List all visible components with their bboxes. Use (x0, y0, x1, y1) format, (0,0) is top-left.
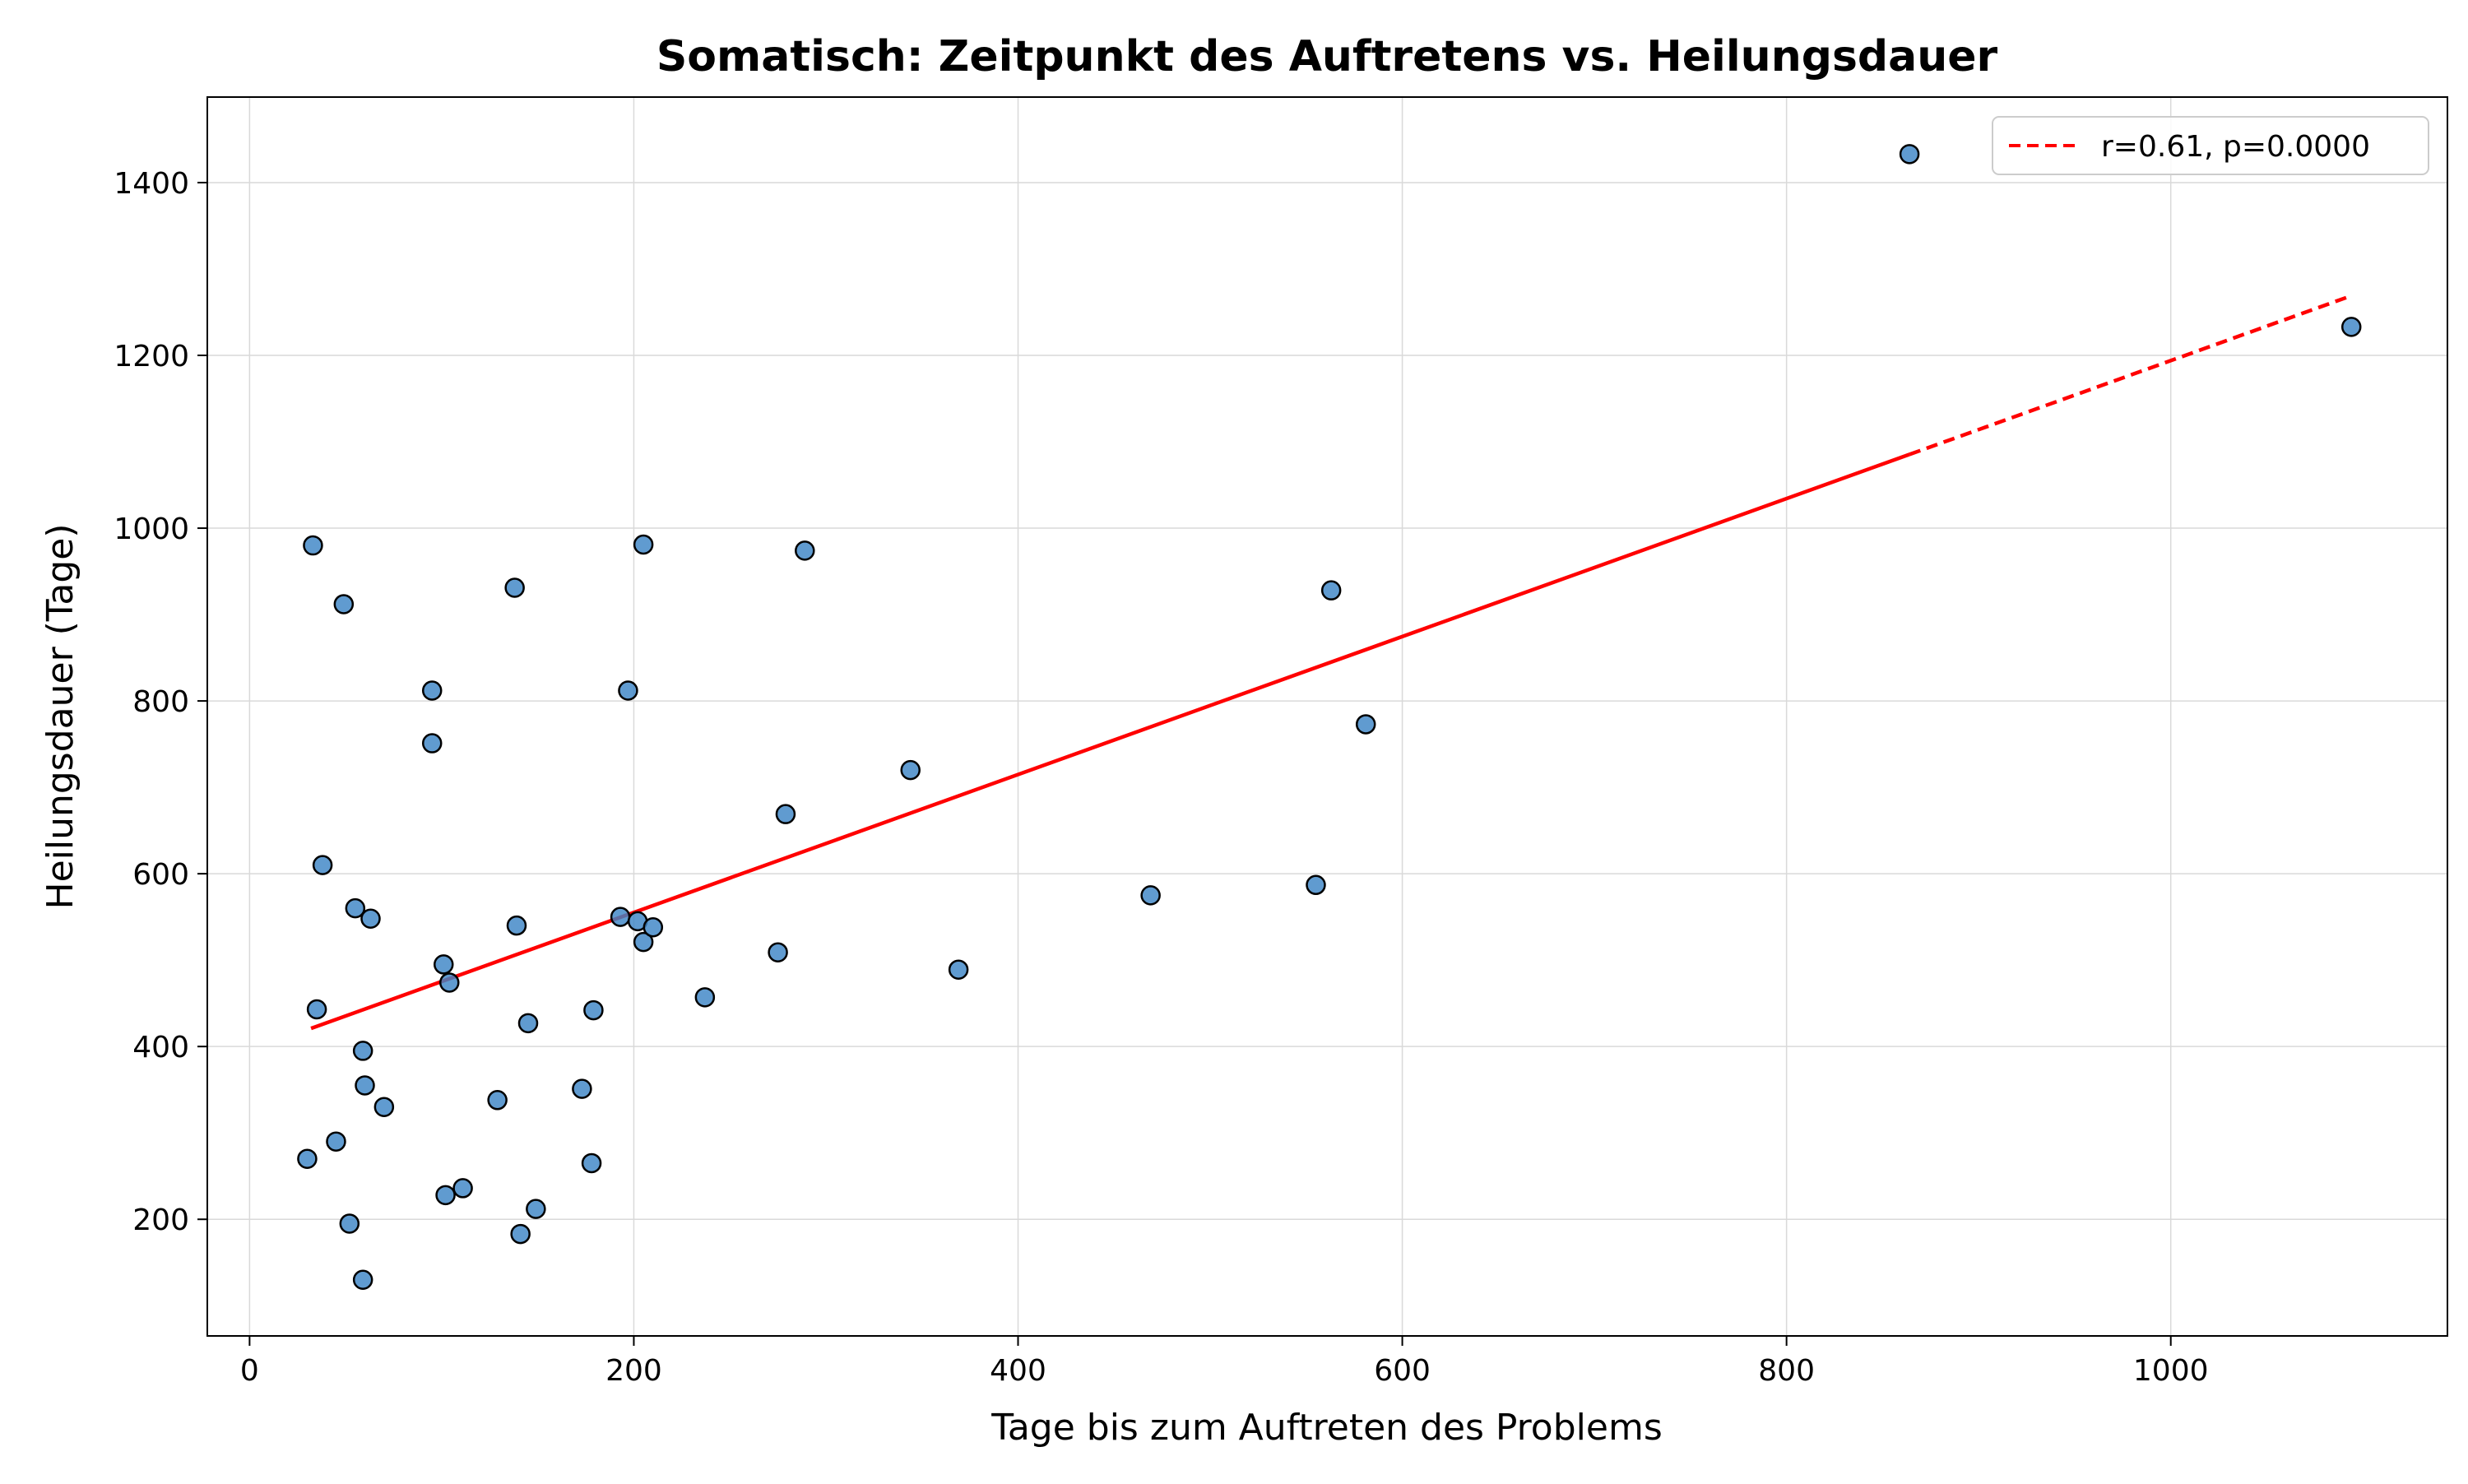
data-point (694, 987, 716, 1008)
data-point (768, 942, 788, 962)
data-point (633, 931, 654, 953)
data-point (306, 999, 327, 1020)
data-point (1899, 144, 1920, 165)
data-point (326, 1131, 346, 1152)
data-point (2340, 317, 2362, 337)
data-point (352, 1269, 373, 1290)
x-tick-label: 200 (605, 1354, 662, 1388)
data-point (312, 855, 333, 875)
data-point (795, 540, 815, 561)
data-point (1320, 580, 1342, 601)
x-tick-label: 800 (1758, 1354, 1815, 1388)
x-axis-label: Tage bis zum Auftreten des Problems (990, 1407, 1663, 1449)
data-point (775, 804, 796, 824)
x-tick-label: 0 (240, 1354, 259, 1388)
legend: r=0.61, p=0.0000 (1992, 116, 2429, 175)
data-point (339, 1213, 360, 1234)
data-point (506, 915, 527, 936)
data-point (297, 1148, 318, 1169)
axis-ticks: 0 200 400 600 800 1000 200 400 600 800 1000 1200 140… (114, 167, 2208, 1388)
data-point (510, 1223, 531, 1245)
data-point (452, 1178, 473, 1199)
fit-line-group (310, 294, 2352, 1031)
legend-entry-label: r=0.61, p=0.0000 (2101, 130, 2370, 164)
data-point (633, 534, 654, 555)
legend-box (1992, 116, 2429, 175)
data-point (303, 535, 323, 556)
grid (207, 97, 2447, 1336)
regression-line-solid (310, 452, 1910, 1031)
x-tick-label: 1000 (2133, 1354, 2209, 1388)
data-point (487, 1090, 508, 1111)
data-point (421, 733, 443, 754)
data-point (1140, 885, 1161, 906)
x-tick-label: 400 (990, 1354, 1046, 1388)
data-point (581, 1152, 602, 1174)
data-point (517, 1013, 539, 1034)
data-point (643, 917, 664, 938)
data-point (421, 680, 443, 701)
data-point (572, 1078, 592, 1099)
data-point (504, 577, 525, 598)
x-tick-label: 600 (1374, 1354, 1431, 1388)
data-point (583, 999, 604, 1021)
y-axis-label: Heilungsdauer (Tage) (39, 523, 81, 909)
data-point (355, 1075, 375, 1096)
data-point (618, 680, 638, 701)
data-points (297, 144, 2362, 1290)
y-tick-label: 1200 (114, 340, 189, 373)
data-point (333, 594, 355, 614)
data-point (360, 908, 381, 929)
y-tick-label: 400 (132, 1031, 189, 1064)
y-tick-label: 200 (132, 1203, 189, 1237)
y-tick-label: 800 (132, 685, 189, 719)
plot-frame (206, 96, 2448, 1337)
data-point (1306, 874, 1326, 896)
data-point (352, 1041, 373, 1061)
y-tick-label: 600 (132, 858, 189, 892)
data-point (1355, 714, 1376, 735)
data-point (439, 972, 460, 993)
data-point (373, 1097, 395, 1117)
data-point (948, 959, 969, 980)
data-point (435, 1185, 456, 1206)
chart-title: Somatisch: Zeitpunkt des Auftretens vs. … (656, 32, 1998, 81)
data-point (610, 907, 631, 927)
y-tick-label: 1400 (114, 167, 189, 201)
regression-line-dashed (1909, 294, 2352, 457)
data-point (345, 897, 366, 919)
data-point (900, 759, 921, 781)
data-point (526, 1199, 546, 1219)
data-point (433, 954, 454, 975)
y-tick-label: 1000 (114, 512, 189, 546)
